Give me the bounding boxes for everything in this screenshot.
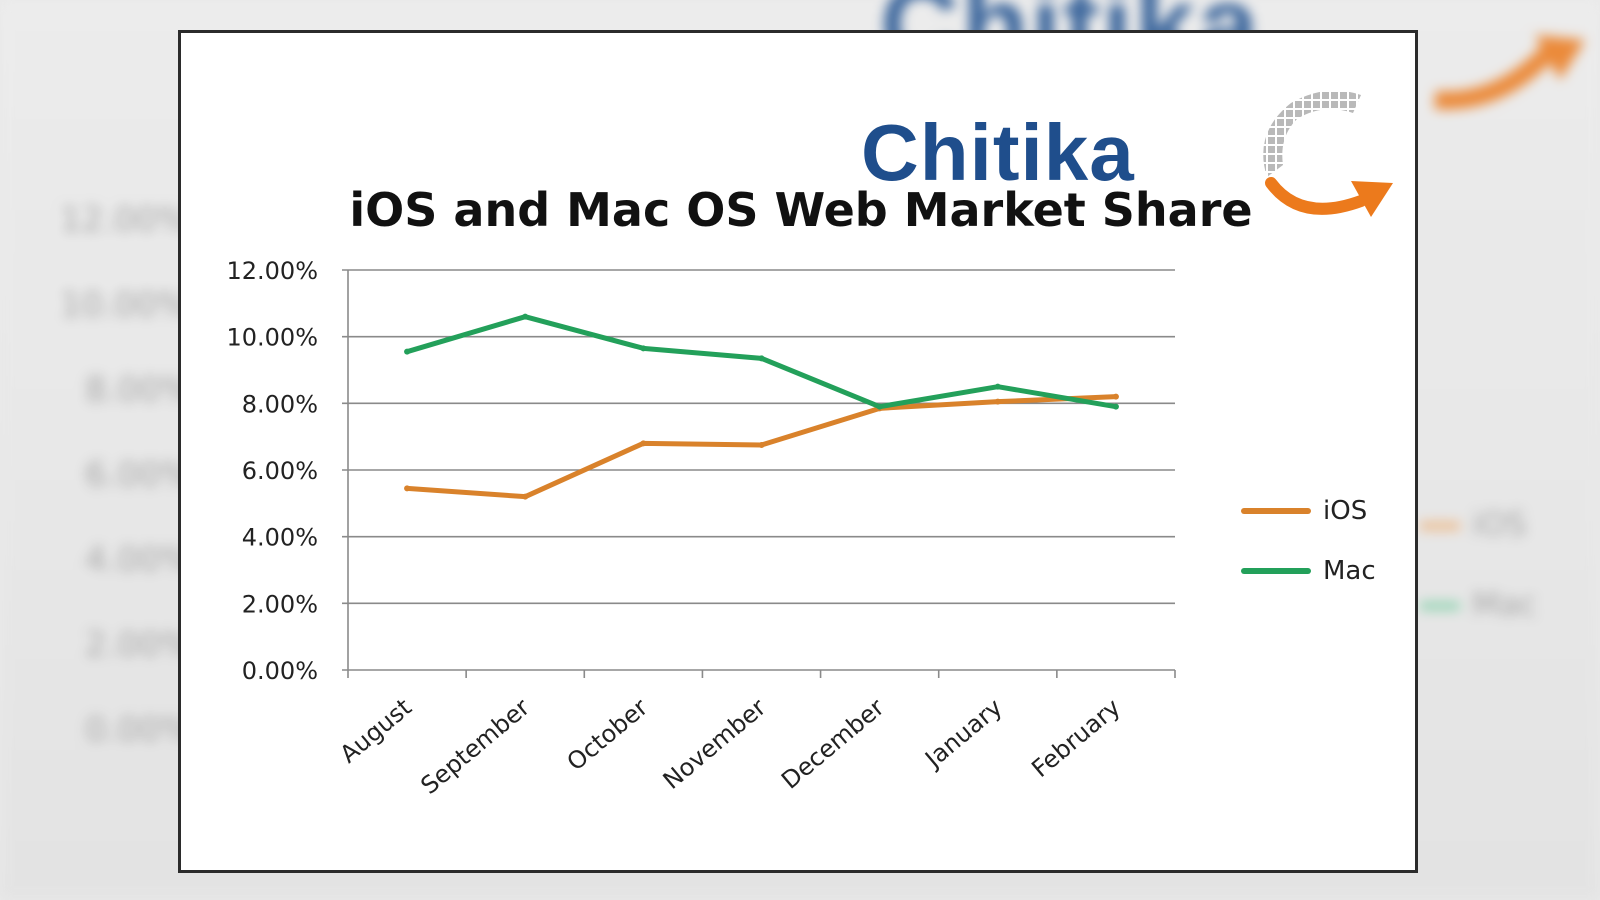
chitika-logo: Chitika (861, 73, 1421, 223)
legend-label: iOS (1323, 496, 1368, 526)
y-tick-label: 10.00% (226, 324, 318, 352)
y-tick-label: 4.00% (242, 524, 318, 552)
y-tick-label: 2.00% (242, 590, 318, 618)
background-tick: 0.00% (85, 710, 194, 750)
data-point-ios (1112, 393, 1119, 400)
legend-item-ios: iOS (1241, 491, 1367, 531)
data-point-ios (994, 398, 1001, 405)
x-tick-label: January (918, 693, 1007, 774)
background-tick: 2.00% (85, 625, 194, 665)
background-legend-mac: Mac (1420, 585, 1537, 623)
background-tick: 6.00% (85, 455, 194, 495)
data-point-mac (404, 348, 411, 355)
y-tick-label: 8.00% (242, 390, 318, 418)
data-point-mac (994, 383, 1001, 390)
data-point-mac (640, 345, 647, 352)
chart-frame: Chitika iOS and Mac OS Web Market Share … (178, 30, 1418, 873)
data-point-mac (1112, 403, 1119, 410)
background-tick: 4.00% (85, 540, 194, 580)
background-tick: 12.00% (60, 200, 190, 240)
data-point-mac (522, 313, 529, 320)
line-chart: 0.00% 2.00% 4.00% 6.00% 8.00% 10.00% 12.00% Aug… (226, 257, 1176, 800)
globe-arrow-icon (1263, 90, 1393, 217)
background-legend-ios: iOS (1420, 505, 1526, 543)
legend-item-mac: Mac (1241, 551, 1376, 591)
data-point-ios (640, 440, 647, 447)
y-tick-label: 12.00% (226, 257, 318, 285)
background-tick: 10.00% (60, 285, 190, 325)
x-tick-label: August (335, 693, 417, 768)
x-tick-label: December (776, 693, 889, 795)
legend-swatch (1241, 568, 1311, 574)
x-tick-label: November (658, 693, 772, 795)
data-point-mac (758, 355, 765, 362)
background-arrow-icon (1434, 35, 1585, 110)
x-tick-label: September (415, 693, 535, 800)
x-tick-label: February (1026, 693, 1125, 783)
logo-wordmark: Chitika (861, 108, 1135, 197)
legend-swatch (1241, 508, 1311, 514)
x-tick-label: October (562, 693, 654, 776)
legend-label: Mac (1323, 556, 1376, 586)
data-point-ios (758, 442, 765, 448)
background-tick: 8.00% (85, 370, 194, 410)
y-tick-label: 6.00% (242, 457, 318, 485)
data-point-ios (522, 493, 529, 500)
chart-title: iOS and Mac OS Web Market Share (349, 183, 1253, 237)
data-point-mac (876, 403, 883, 410)
y-tick-label: 0.00% (242, 657, 318, 685)
data-point-ios (404, 485, 411, 492)
series-line-mac (404, 314, 1119, 410)
